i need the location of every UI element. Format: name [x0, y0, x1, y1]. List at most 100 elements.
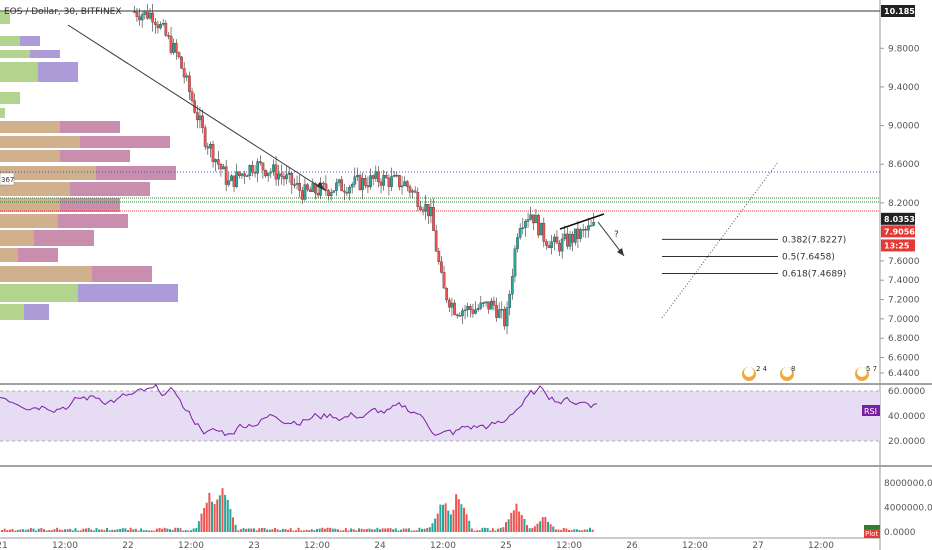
volume-bar: [150, 530, 153, 532]
volume-bar: [512, 510, 515, 532]
volume-bar: [176, 527, 179, 532]
volume-bar: [218, 495, 221, 532]
time-axis[interactable]: 21 12:00 22 12:00 23 12:00 24 12:00 25 12:00 26 12:…: [0, 541, 834, 550]
volume-tick-label: 8000000.000: [884, 479, 932, 489]
candle: [558, 243, 561, 252]
volume-bar: [3, 528, 6, 532]
candle: [345, 191, 349, 194]
candle: [495, 305, 498, 318]
candle: [484, 301, 488, 304]
volume-bar: [568, 530, 570, 532]
volume-bar: [316, 528, 318, 532]
candle: [356, 175, 359, 177]
volume-bar: [494, 530, 497, 532]
candle: [235, 171, 239, 187]
price-tick-label: 7.0000: [888, 315, 920, 325]
volume-bar: [557, 529, 560, 532]
candle: [248, 165, 252, 176]
time-tick-label: 12:00: [52, 541, 78, 550]
volume-bar: [43, 529, 45, 532]
candle: [584, 229, 588, 231]
volume-bar: [276, 529, 279, 532]
volume-bar: [565, 528, 568, 532]
candle: [188, 75, 191, 92]
candle: [321, 182, 325, 185]
candle: [340, 179, 344, 192]
candle: [408, 186, 412, 193]
volume-bar: [575, 529, 578, 532]
candle: [447, 299, 451, 308]
support-line-drawing[interactable]: [559, 213, 605, 230]
volume-bar: [137, 530, 140, 532]
candle: [342, 190, 346, 193]
fib-retracement[interactable]: 0.382(7.8227) 0.5(7.6458) 0.618(7.4689): [662, 235, 846, 280]
candle: [209, 144, 212, 149]
candle: [524, 221, 527, 228]
fib-level-label: 0.382(7.8227): [782, 235, 846, 245]
candle: [285, 174, 288, 180]
volume-bar: [232, 517, 234, 532]
volume-bar: [19, 529, 22, 532]
candle: [277, 173, 281, 180]
volume-bar: [279, 530, 282, 532]
candle: [545, 241, 548, 246]
volume-bar: [250, 528, 253, 532]
candle: [403, 181, 407, 186]
volume-bar: [481, 527, 484, 532]
volume-bar: [61, 530, 64, 532]
volume-bar: [187, 530, 190, 532]
candle: [282, 176, 286, 180]
candle: [560, 238, 564, 252]
candle: [264, 169, 267, 177]
volume-bar: [58, 529, 61, 532]
volume-bar: [413, 530, 416, 532]
volume-bar: [515, 503, 518, 532]
volume-bar: [221, 488, 224, 532]
candle: [295, 183, 299, 185]
candle: [571, 234, 575, 243]
rsi-line: [0, 383, 598, 437]
volume-bar: [234, 524, 237, 532]
forecast-arrow-drawing[interactable]: [597, 221, 625, 257]
candle: [413, 190, 417, 193]
volume-bar: [342, 530, 345, 532]
trend-arrow-drawing[interactable]: [67, 24, 327, 192]
rsi-axis: 60.0000 40.0000 20.0000: [888, 387, 925, 447]
volume-bar: [14, 530, 17, 532]
volume-bar: [497, 528, 500, 532]
candle: [526, 219, 530, 222]
event-badge-1[interactable]: 2 4: [742, 365, 768, 381]
candle: [537, 215, 540, 236]
candle: [440, 261, 443, 273]
volume-bar: [171, 530, 174, 532]
volume-bar: [281, 528, 284, 532]
volume-bar: [208, 492, 211, 532]
candle: [174, 42, 178, 53]
volume-bar: [287, 529, 290, 532]
dotted-trend-drawing[interactable]: [661, 161, 779, 319]
volume-bar: [200, 513, 203, 532]
volume-bar: [439, 504, 442, 532]
volume-bar: [213, 504, 216, 532]
volume-plot-label: Plot: [865, 530, 878, 538]
price-axis[interactable]: 9.8000 9.4000 9.0000 8.6000 8.2000 7.6000 7.40…: [880, 44, 920, 379]
volume-bar: [426, 527, 429, 532]
svg-text:8: 8: [791, 365, 795, 373]
event-badge-3[interactable]: 5 7: [855, 365, 877, 381]
time-tick-label: 12:00: [682, 541, 708, 550]
candle: [587, 225, 590, 231]
event-badge-2[interactable]: 8: [780, 365, 795, 381]
candle: [400, 185, 404, 188]
volume-bar: [153, 530, 156, 532]
price-tag-label: 7.9056: [884, 227, 915, 236]
candle: [374, 171, 378, 179]
candle: [161, 23, 165, 25]
candle: [468, 306, 472, 310]
candle: [251, 165, 254, 173]
volume-bar: [77, 530, 80, 532]
candle: [159, 23, 162, 29]
candle: [513, 248, 517, 277]
candle: [206, 146, 210, 149]
volume-bar: [247, 528, 250, 532]
